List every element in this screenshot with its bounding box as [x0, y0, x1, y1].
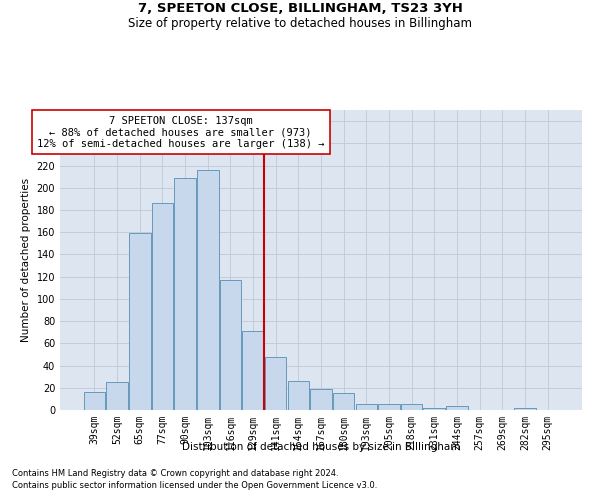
Bar	[356, 404, 377, 410]
Text: 7 SPEETON CLOSE: 137sqm
← 88% of detached houses are smaller (973)
12% of semi-d: 7 SPEETON CLOSE: 137sqm ← 88% of detache…	[37, 116, 325, 149]
Bar	[424, 408, 445, 410]
Bar	[129, 234, 151, 410]
Text: Distribution of detached houses by size in Billingham: Distribution of detached houses by size …	[182, 442, 460, 452]
Bar	[242, 331, 264, 410]
Bar	[514, 408, 536, 410]
Y-axis label: Number of detached properties: Number of detached properties	[21, 178, 31, 342]
Bar	[84, 392, 105, 410]
Bar	[287, 381, 309, 410]
Text: Contains HM Land Registry data © Crown copyright and database right 2024.: Contains HM Land Registry data © Crown c…	[12, 468, 338, 477]
Bar	[175, 178, 196, 410]
Bar	[310, 389, 332, 410]
Bar	[220, 280, 241, 410]
Bar	[401, 404, 422, 410]
Bar	[197, 170, 218, 410]
Bar	[152, 204, 173, 410]
Bar	[378, 404, 400, 410]
Bar	[265, 356, 286, 410]
Bar	[333, 394, 355, 410]
Bar	[446, 406, 467, 410]
Text: Size of property relative to detached houses in Billingham: Size of property relative to detached ho…	[128, 18, 472, 30]
Text: Contains public sector information licensed under the Open Government Licence v3: Contains public sector information licen…	[12, 481, 377, 490]
Bar	[106, 382, 128, 410]
Text: 7, SPEETON CLOSE, BILLINGHAM, TS23 3YH: 7, SPEETON CLOSE, BILLINGHAM, TS23 3YH	[137, 2, 463, 16]
